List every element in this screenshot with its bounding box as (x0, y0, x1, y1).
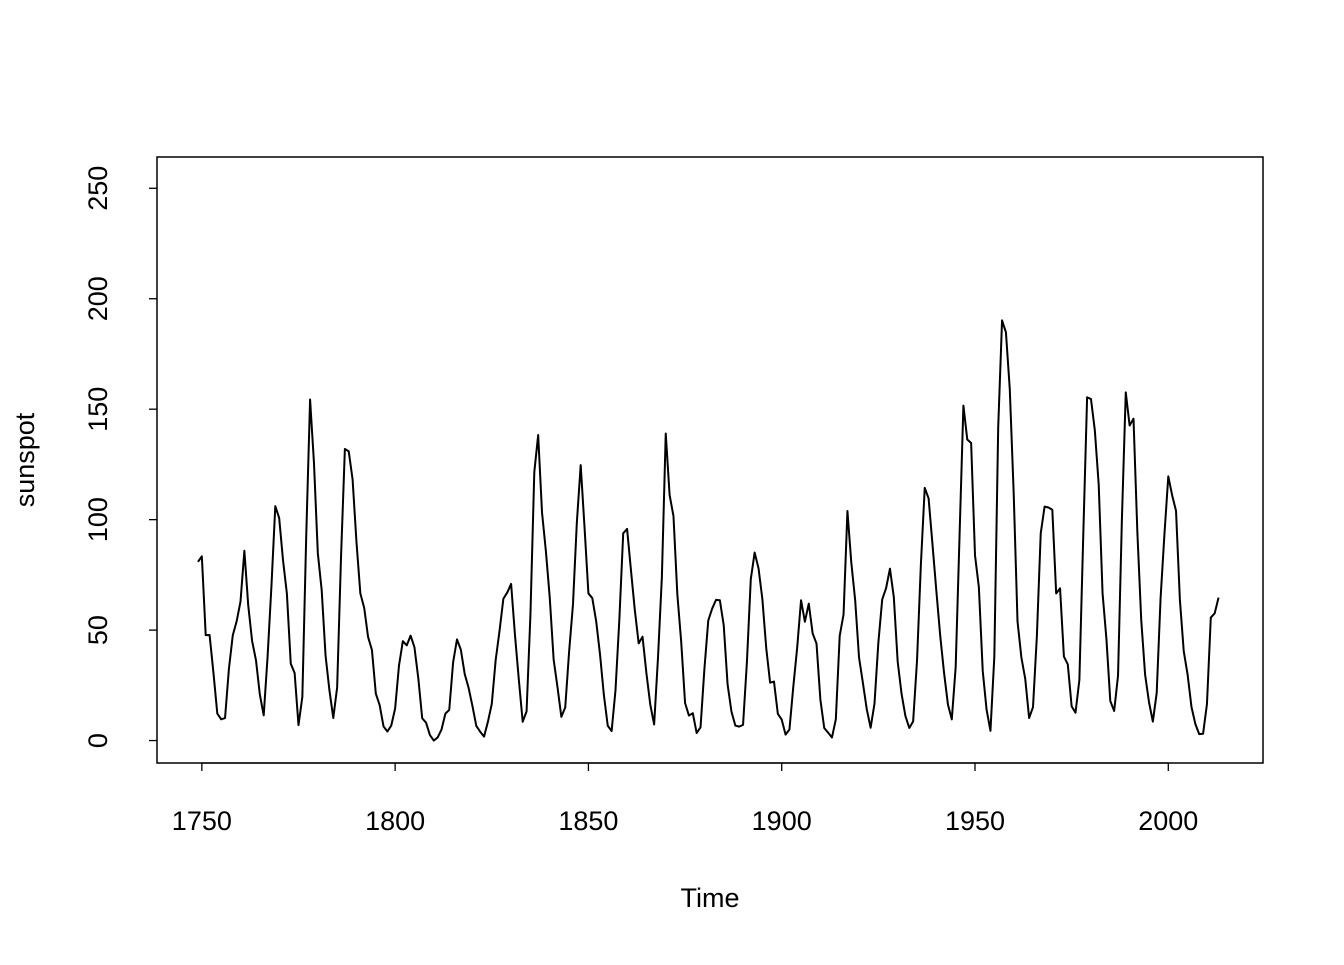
x-tick-label: 1800 (365, 806, 425, 836)
y-tick-label: 50 (83, 615, 113, 645)
y-tick-label: 0 (83, 733, 113, 748)
y-tick-label: 100 (83, 497, 113, 542)
x-tick-label: 1750 (172, 806, 232, 836)
x-axis-label: Time (681, 883, 740, 913)
x-tick-label: 1900 (752, 806, 812, 836)
y-tick-label: 150 (83, 387, 113, 432)
series-line (197, 319, 1220, 742)
y-tick-label: 250 (83, 166, 113, 211)
x-tick-label: 1850 (558, 806, 618, 836)
y-tick-label: 200 (83, 276, 113, 321)
y-axis-label: sunspot (10, 412, 40, 507)
x-tick-label: 1950 (945, 806, 1005, 836)
x-tick-label: 2000 (1138, 806, 1198, 836)
